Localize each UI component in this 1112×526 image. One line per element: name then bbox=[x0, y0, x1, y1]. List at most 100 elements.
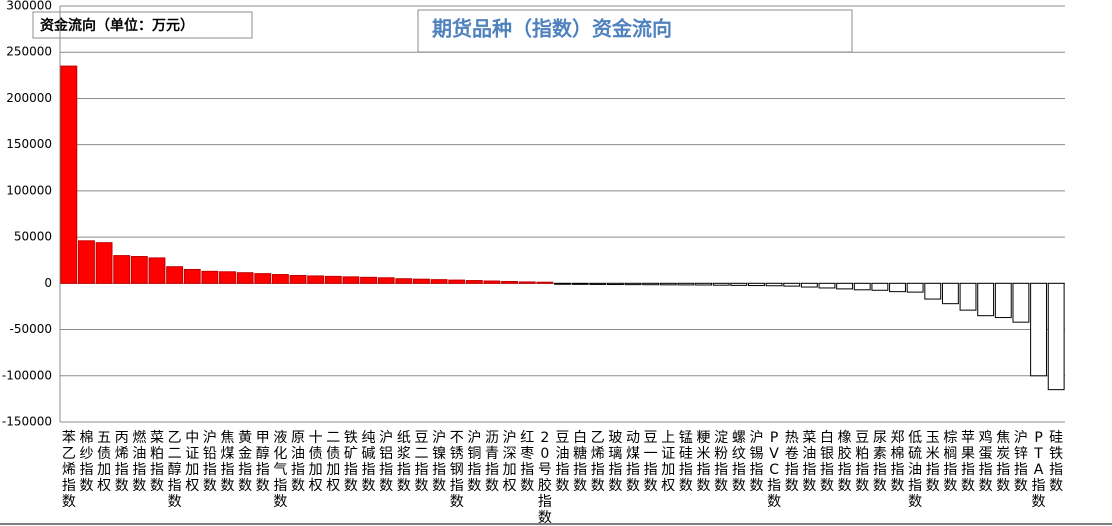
bar bbox=[748, 282, 765, 287]
bar bbox=[1047, 282, 1065, 391]
x-tick-label: P V C 指数 bbox=[767, 430, 781, 510]
x-tick-label: 沪深加权 bbox=[503, 430, 517, 494]
bar bbox=[166, 266, 184, 284]
bar bbox=[1030, 282, 1047, 377]
bar bbox=[554, 282, 571, 285]
x-tick-label: 棕榈指数 bbox=[943, 430, 957, 494]
bar bbox=[589, 282, 607, 285]
bar bbox=[624, 282, 642, 286]
y-tick-label: 50000 bbox=[14, 230, 52, 244]
bar bbox=[783, 282, 801, 287]
y-tick-label: -50000 bbox=[9, 322, 52, 336]
title-box bbox=[417, 9, 853, 53]
unit-box bbox=[32, 11, 253, 39]
bar bbox=[659, 282, 677, 286]
x-tick-label: 纸浆指数 bbox=[397, 430, 411, 494]
bar bbox=[677, 282, 695, 286]
bar bbox=[853, 282, 871, 291]
x-tick-label: 鸡蛋指数 bbox=[979, 429, 993, 494]
y-tick-label: 0 bbox=[44, 276, 52, 290]
x-tick-label: 豆一指数 bbox=[644, 430, 658, 494]
x-tick-label: 沥青指数 bbox=[485, 430, 499, 494]
x-tick-label: 燃油指数 bbox=[132, 429, 146, 494]
y-tick-label: 100000 bbox=[6, 183, 52, 197]
bar bbox=[183, 268, 201, 284]
bar bbox=[342, 276, 360, 284]
bar bbox=[395, 278, 413, 284]
x-tick-label: 玉米指数 bbox=[926, 430, 940, 494]
x-tick-label: 红枣指数 bbox=[520, 430, 534, 494]
bar bbox=[1012, 282, 1030, 323]
bar bbox=[113, 255, 131, 284]
bar bbox=[307, 275, 325, 284]
y-tick-label: 150000 bbox=[6, 137, 52, 151]
x-tick-label: 沪铝指数 bbox=[379, 430, 393, 494]
bar bbox=[501, 280, 519, 284]
bar bbox=[289, 274, 307, 284]
x-tick-label: 豆油指数 bbox=[556, 430, 570, 494]
x-tick-label: 低硫油指数 bbox=[908, 430, 922, 510]
bar bbox=[377, 277, 395, 284]
x-tick-label: 玻璃指数 bbox=[608, 430, 622, 494]
bar bbox=[959, 282, 977, 311]
x-tick-label: 丙烯指数 bbox=[115, 430, 129, 494]
x-tick-label: 橡胶指数 bbox=[838, 430, 852, 494]
bar bbox=[483, 280, 501, 284]
x-tick-label: 原油指数 bbox=[291, 430, 305, 494]
bar bbox=[941, 282, 959, 305]
x-tick-label: 黄金指数 bbox=[238, 429, 252, 494]
bar bbox=[730, 282, 748, 286]
unit-label: 资金流向（单位：万元） bbox=[40, 17, 194, 34]
bar bbox=[78, 240, 95, 284]
x-tick-label: 沪锡指数 bbox=[749, 430, 763, 494]
x-tick-label: 棉纱指数 bbox=[79, 429, 93, 494]
x-tick-label: 焦炭指数 bbox=[996, 430, 1010, 494]
bar bbox=[924, 282, 942, 300]
x-tick-label: 中证加权 bbox=[185, 430, 199, 494]
x-tick-label: 沪铜指数 bbox=[467, 430, 481, 494]
bar bbox=[712, 282, 730, 286]
bar bbox=[994, 282, 1012, 319]
x-tick-label: 豆二指数 bbox=[414, 430, 428, 494]
bar bbox=[95, 242, 113, 284]
x-tick-label: 动煤指数 bbox=[626, 430, 640, 494]
bar bbox=[130, 256, 148, 284]
bar bbox=[148, 257, 166, 284]
bar bbox=[201, 270, 219, 284]
x-tick-label: 白银指数 bbox=[820, 430, 834, 494]
x-tick-label: 淀粉指数 bbox=[714, 430, 728, 494]
x-tick-label: 硅铁指数 bbox=[1049, 430, 1063, 494]
y-tick-label: 200000 bbox=[6, 91, 52, 105]
x-tick-label: 热卷指数 bbox=[785, 430, 799, 494]
x-tick-label: 螺纹指数 bbox=[732, 430, 746, 494]
bar bbox=[518, 281, 536, 284]
x-tick-label: 白糖指数 bbox=[573, 430, 587, 494]
x-tick-label: 苹果指数 bbox=[961, 430, 975, 494]
bar bbox=[413, 278, 430, 284]
x-tick-label: 粳米指数 bbox=[697, 430, 711, 494]
x-tick-label: 五债加权 bbox=[97, 430, 111, 494]
x-tick-label: 铁矿指数 bbox=[344, 430, 358, 494]
x-tick-label: 乙二醇指数 bbox=[168, 430, 182, 510]
x-tick-label: 甲醇指数 bbox=[256, 430, 270, 494]
x-tick-label: 沪锌指数 bbox=[1014, 430, 1028, 494]
bar bbox=[977, 282, 995, 317]
bar bbox=[818, 282, 836, 289]
chart-title: 期货品种（指数）资金流向 bbox=[432, 17, 672, 41]
bar bbox=[236, 272, 254, 284]
bar bbox=[271, 274, 289, 284]
x-tick-label: 尿素指数 bbox=[873, 430, 887, 494]
bar bbox=[889, 282, 906, 293]
x-tick-label: 沪镍指数 bbox=[432, 430, 446, 494]
x-tick-label: 郑棉指数 bbox=[891, 430, 905, 494]
x-tick-label: 上证加权 bbox=[661, 430, 675, 494]
bar bbox=[254, 273, 272, 284]
bar bbox=[60, 65, 78, 284]
bar bbox=[219, 271, 236, 284]
x-tick-label: 锰硅指数 bbox=[679, 430, 693, 494]
x-tick-label: 焦煤指数 bbox=[221, 430, 235, 494]
bar bbox=[360, 276, 377, 284]
x-tick-label: 菜粕指数 bbox=[150, 430, 164, 494]
x-tick-label: 不锈钢指数 bbox=[450, 430, 464, 510]
